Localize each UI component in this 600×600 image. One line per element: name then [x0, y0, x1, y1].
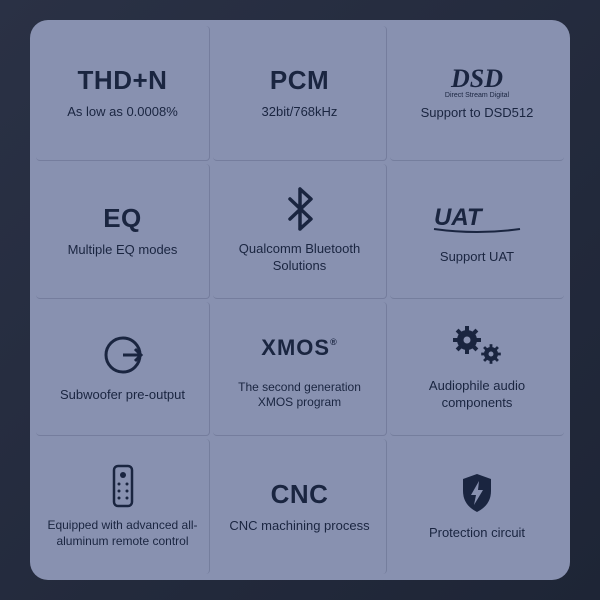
desc: 32bit/768kHz [262, 104, 338, 121]
desc: Equipped with advanced all-aluminum remo… [44, 518, 201, 549]
cell-bluetooth: Qualcomm Bluetooth Solutions [213, 164, 387, 299]
desc: Support to DSD512 [421, 105, 534, 122]
cell-eq: EQ Multiple EQ modes [36, 164, 210, 299]
desc: The second generation XMOS program [221, 380, 378, 411]
desc: Qualcomm Bluetooth Solutions [221, 241, 378, 275]
xmos-logo: XMOS® [261, 326, 337, 370]
subtitle: Direct Stream Digital [445, 92, 509, 99]
cell-gears: Audiophile audio components [390, 302, 564, 437]
svg-text:UAT: UAT [434, 204, 484, 231]
title: EQ [103, 203, 142, 234]
cell-uat: UAT Support UAT [390, 164, 564, 299]
cell-xmos: XMOS® The second generation XMOS program [213, 302, 387, 437]
title: DSD [451, 64, 503, 94]
title: CNC [271, 479, 329, 510]
cell-shield: Protection circuit [390, 439, 564, 574]
title: THD+N [78, 65, 168, 96]
cell-thdn: THD+N As low as 0.0008% [36, 26, 210, 161]
uat-logo: UAT [432, 195, 522, 239]
feature-grid: THD+N As low as 0.0008% PCM 32bit/768kHz… [30, 20, 570, 580]
output-icon [101, 333, 145, 377]
bluetooth-icon [285, 187, 315, 231]
desc: Multiple EQ modes [68, 242, 178, 259]
desc: CNC machining process [229, 518, 369, 535]
remote-icon [111, 464, 135, 508]
desc: Protection circuit [429, 525, 525, 542]
cell-pcm: PCM 32bit/768kHz [213, 26, 387, 161]
cell-output: Subwoofer pre-output [36, 302, 210, 437]
cell-remote: Equipped with advanced all-aluminum remo… [36, 439, 210, 574]
gears-icon [449, 324, 505, 368]
desc: Support UAT [440, 249, 514, 266]
title: PCM [270, 65, 329, 96]
cell-dsd: DSD Direct Stream Digital Support to DSD… [390, 26, 564, 161]
shield-icon [459, 471, 495, 515]
desc: Audiophile audio components [398, 378, 556, 412]
desc: Subwoofer pre-output [60, 387, 185, 404]
cell-cnc: CNC CNC machining process [213, 439, 387, 574]
desc: As low as 0.0008% [67, 104, 178, 121]
